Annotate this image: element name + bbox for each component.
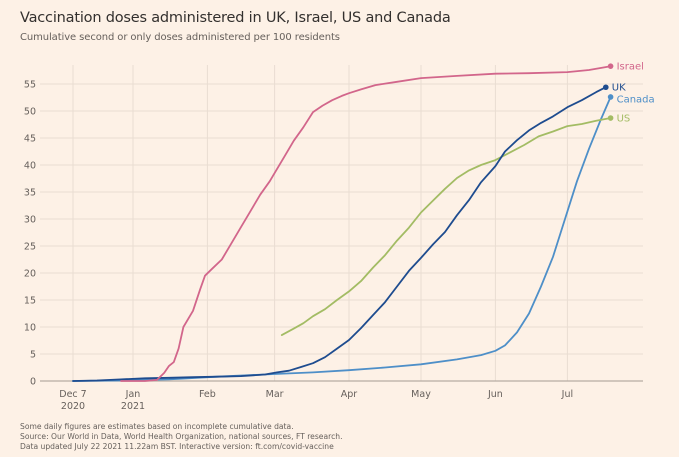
series-endpoint-israel (607, 63, 614, 69)
chart-title: Vaccination doses administered in UK, Is… (20, 10, 451, 26)
y-tick-label: 30 (24, 215, 36, 226)
chart-subtitle: Cumulative second or only doses administ… (20, 32, 340, 43)
footnote-line: Source: Our World in Data, World Health … (20, 432, 343, 441)
footnote-line: Some daily figures are estimates based o… (20, 422, 294, 431)
y-tick-label: 0 (30, 377, 36, 388)
x-tick-sublabel: 2021 (121, 401, 145, 412)
series-endpoint-us (607, 115, 614, 121)
y-tick-label: 55 (24, 80, 36, 91)
y-tick-label: 35 (24, 188, 36, 199)
x-tick-label: Jan (125, 389, 141, 400)
footnote-line: Data updated July 22 2021 11.22am BST. I… (20, 442, 334, 451)
y-tick-label: 20 (24, 269, 36, 280)
x-tick-label: May (411, 389, 431, 400)
x-tick-label: Apr (341, 389, 358, 400)
series-endpoint-uk (603, 84, 609, 91)
series-label-israel: Israel (617, 62, 644, 73)
y-tick-label: 15 (24, 296, 36, 307)
series-label-us: US (617, 114, 631, 125)
footnote: Some daily figures are estimates based o… (20, 422, 343, 452)
series-label-uk: UK (612, 83, 626, 94)
series-label-canada: Canada (617, 94, 655, 105)
series-endpoint-canada (607, 94, 614, 100)
y-tick-label: 10 (24, 323, 36, 334)
x-tick-label: Jun (487, 389, 503, 400)
y-tick-label: 5 (30, 350, 36, 361)
y-tick-label: 40 (24, 161, 36, 172)
y-tick-label: 50 (24, 107, 36, 118)
y-tick-label: 25 (24, 242, 36, 253)
x-tick-label: Feb (199, 389, 216, 400)
x-tick-sublabel: 2020 (61, 401, 85, 412)
series-line-israel (120, 65, 612, 382)
series-line-uk (72, 86, 607, 382)
x-tick-label: Dec 7 (59, 389, 86, 400)
series-line-us (280, 117, 612, 337)
x-tick-label: Mar (266, 389, 284, 400)
y-tick-label: 45 (24, 134, 36, 145)
x-tick-label: Jul (561, 389, 573, 400)
series-line-canada (72, 96, 612, 382)
